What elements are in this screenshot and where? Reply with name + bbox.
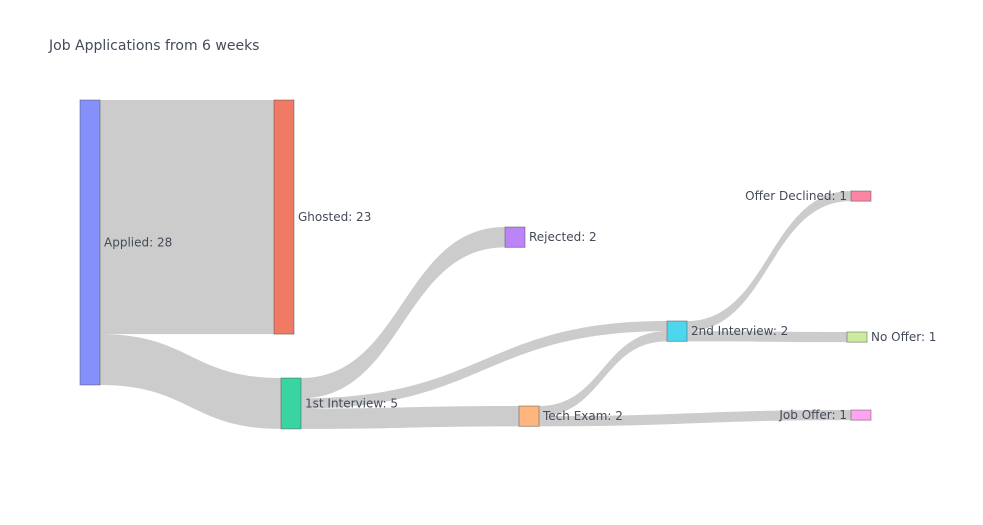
sankey-node-label-job_offer: Job Offer: 1 bbox=[778, 408, 847, 422]
sankey-node-label-no_offer: No Offer: 1 bbox=[871, 330, 936, 344]
sankey-node-offer_declined bbox=[850, 190, 872, 202]
sankey-node-second_interview bbox=[666, 320, 688, 342]
sankey-link-first_interview-to-tech_exam bbox=[301, 406, 519, 429]
sankey-link-tech_exam-to-job_offer bbox=[539, 410, 851, 427]
sankey-node-label-ghosted: Ghosted: 23 bbox=[298, 210, 371, 224]
chart-title: Job Applications from 6 weeks bbox=[48, 38, 259, 54]
sankey-link-second_interview-to-offer_declined bbox=[687, 191, 851, 332]
sankey-link-tech_exam-to-second_interview bbox=[539, 331, 667, 417]
sankey-node-first_interview bbox=[280, 377, 302, 430]
sankey-node-job_offer bbox=[850, 409, 872, 421]
sankey-link-first_interview-to-second_interview bbox=[301, 321, 667, 409]
sankey-node-label-offer_declined: Offer Declined: 1 bbox=[745, 189, 847, 203]
sankey-node-label-applied: Applied: 28 bbox=[104, 236, 172, 250]
sankey-link-applied-to-first_interview bbox=[100, 334, 281, 429]
sankey-node-tech_exam bbox=[518, 405, 540, 427]
sankey-links bbox=[100, 100, 851, 429]
sankey-link-applied-to-ghosted bbox=[100, 100, 274, 335]
sankey-node-label-rejected: Rejected: 2 bbox=[529, 230, 597, 244]
sankey-node-ghosted bbox=[273, 99, 295, 335]
sankey-node-label-tech_exam: Tech Exam: 2 bbox=[542, 409, 623, 423]
sankey-labels: Applied: 28 Ghosted: 23 1st Interview: 5 Re… bbox=[104, 189, 936, 423]
sankey-node-label-second_interview: 2nd Interview: 2 bbox=[691, 324, 788, 338]
sankey-nodes bbox=[79, 99, 872, 430]
sankey-node-rejected bbox=[504, 226, 526, 248]
sankey-link-first_interview-to-rejected bbox=[301, 227, 505, 399]
sankey-link-second_interview-to-no_offer bbox=[687, 331, 847, 343]
sankey-node-label-first_interview: 1st Interview: 5 bbox=[305, 396, 398, 410]
sankey-node-no_offer bbox=[846, 331, 868, 343]
sankey-node-applied bbox=[79, 99, 101, 386]
